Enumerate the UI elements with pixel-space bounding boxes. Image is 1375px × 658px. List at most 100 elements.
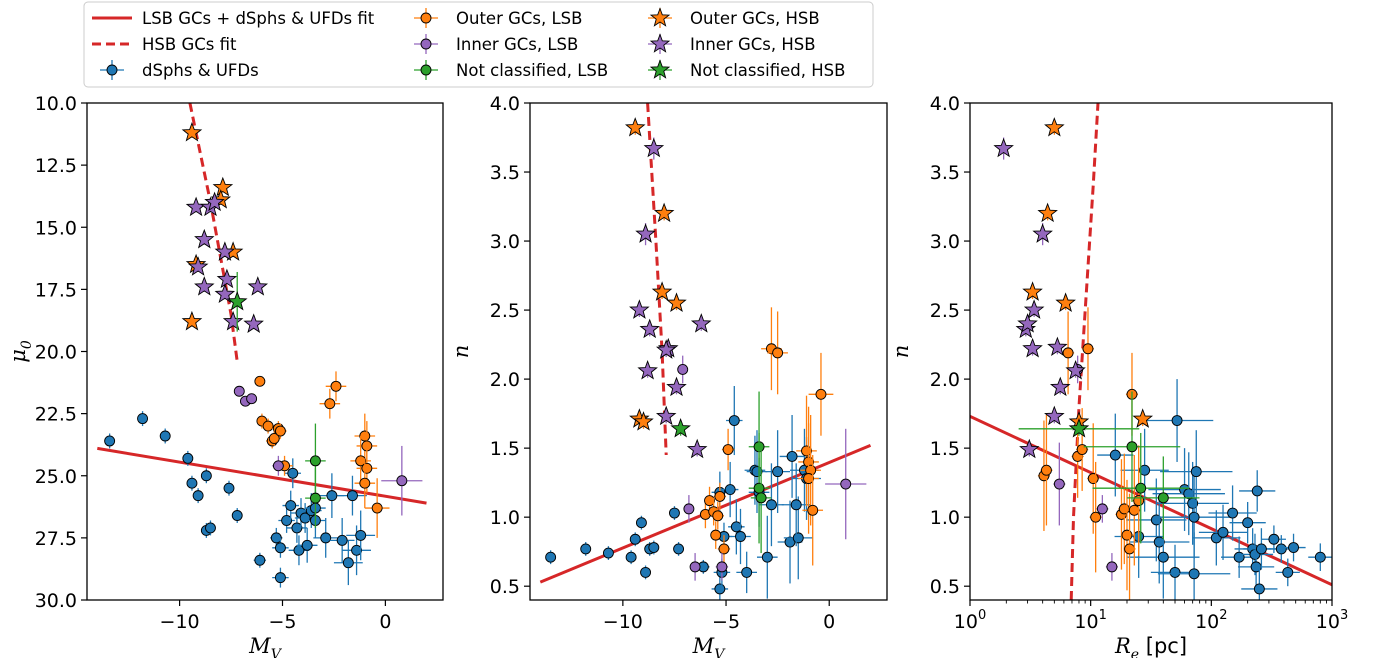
fit-line-lsb — [970, 415, 1332, 587]
data-point — [268, 433, 280, 444]
data-point — [233, 385, 245, 397]
y-tick-label: 3.5 — [930, 162, 960, 184]
data-point — [651, 281, 673, 301]
legend-item: Not classified, LSB — [414, 60, 608, 80]
series-inner-gcs-hsb — [629, 137, 712, 459]
series-inner-gcs-hsb — [993, 137, 1086, 459]
data-point — [1233, 551, 1245, 563]
data-point — [712, 510, 724, 522]
data-point — [666, 376, 687, 397]
data-point — [1188, 568, 1200, 580]
data-point — [301, 539, 313, 551]
data-point — [1255, 543, 1267, 555]
y-tick-label: 1.0 — [490, 507, 520, 529]
data-point — [653, 202, 675, 223]
data-point — [270, 532, 282, 544]
data-point — [159, 430, 171, 442]
legend-label: Outer GCs, HSB — [690, 9, 820, 28]
data-point — [1044, 117, 1065, 137]
series-outer-gcs-lsb — [254, 371, 390, 538]
y-tick-label: 4.0 — [490, 93, 520, 115]
legend-frame — [83, 1, 874, 88]
y-tick-label: 2.5 — [490, 300, 520, 322]
legend-star-marker — [649, 33, 671, 53]
data-point — [730, 521, 742, 533]
legend-item: Outer GCs, LSB — [414, 8, 582, 28]
data-point — [1153, 536, 1165, 548]
data-point — [347, 490, 358, 502]
legend-item: Inner GCs, HSB — [648, 33, 816, 54]
data-point — [1253, 583, 1265, 595]
data-point — [761, 551, 773, 563]
data-point — [1068, 418, 1090, 438]
data-point — [1109, 449, 1121, 461]
data-point — [1132, 408, 1154, 428]
series-outer-gcs-lsb — [699, 307, 834, 566]
y-tick-label: 15.0 — [35, 217, 77, 239]
data-point — [361, 462, 373, 474]
legend-item: Outer GCs, HSB — [648, 7, 820, 28]
data-point — [815, 388, 827, 400]
data-point — [291, 522, 303, 534]
y-tick-label: 27.5 — [35, 528, 77, 550]
legend-circle-marker — [420, 12, 432, 24]
data-point — [274, 425, 286, 437]
data-point — [786, 450, 798, 462]
x-tick-label: 100 — [954, 608, 986, 633]
data-point — [1032, 223, 1053, 243]
data-point — [677, 363, 689, 375]
data-point — [181, 122, 203, 142]
data-point — [214, 283, 236, 304]
x-tick-label: 0 — [379, 611, 391, 633]
data-point — [1288, 542, 1299, 553]
data-point — [1190, 466, 1202, 478]
data-point — [1022, 281, 1043, 301]
data-point — [1096, 503, 1108, 515]
legend-label: LSB GCs + dSphs & UFDs fit — [142, 9, 375, 28]
data-point — [1118, 503, 1130, 515]
data-point — [262, 420, 274, 432]
series-not-classified-hsb — [226, 271, 248, 332]
data-point — [637, 360, 658, 380]
data-point — [194, 276, 215, 296]
data-point — [309, 492, 321, 504]
x-axis-label: Re [pc] — [1114, 634, 1187, 658]
legend-item: HSB GCs fit — [92, 35, 237, 54]
legend-item: Inner GCs, LSB — [414, 34, 578, 54]
data-point — [772, 347, 784, 359]
data-point — [686, 438, 708, 459]
y-tick-label: 25.0 — [35, 466, 77, 488]
data-point — [192, 490, 204, 502]
data-point — [200, 470, 212, 482]
data-point — [231, 510, 243, 521]
data-point — [355, 529, 367, 541]
data-point — [326, 490, 338, 502]
data-point — [1044, 405, 1065, 426]
y-tick-label: 10.0 — [35, 93, 77, 115]
data-point — [629, 299, 650, 319]
y-tick-label: 3.0 — [930, 231, 960, 253]
data-point — [580, 543, 592, 555]
y-tick-label: 22.5 — [35, 404, 77, 426]
data-point — [1055, 292, 1076, 312]
data-point — [1037, 202, 1058, 223]
data-point — [722, 444, 734, 455]
data-point — [1217, 526, 1229, 538]
data-point — [716, 561, 728, 573]
data-point — [1022, 337, 1043, 358]
data-point — [635, 223, 656, 243]
data-point — [309, 455, 321, 467]
data-point — [1169, 566, 1181, 578]
series-dsphs-ufds — [545, 386, 821, 600]
data-point — [1019, 438, 1040, 459]
data-point — [216, 268, 238, 289]
data-point — [792, 532, 804, 544]
data-point — [602, 547, 614, 559]
y-tick-label: 2.5 — [930, 300, 960, 322]
data-point — [1065, 360, 1086, 380]
data-point — [1314, 551, 1326, 563]
data-point — [1106, 561, 1118, 573]
plot-area — [97, 103, 427, 588]
data-point — [355, 455, 367, 467]
